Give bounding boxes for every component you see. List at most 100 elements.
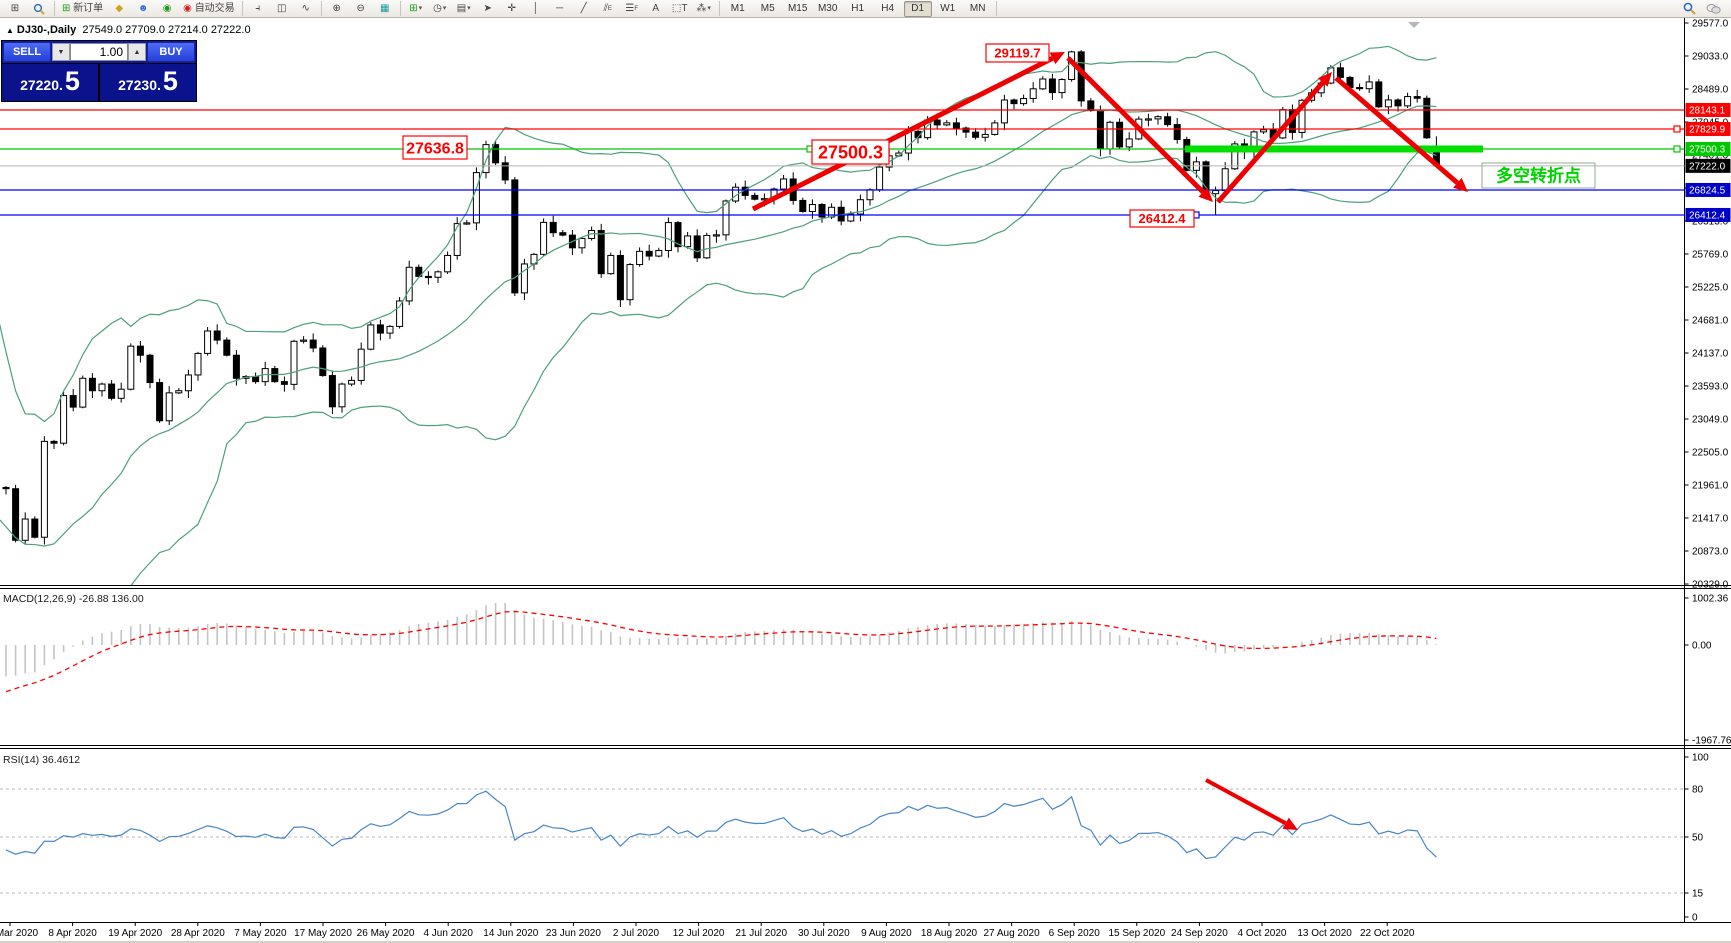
svg-text:4 Jun 2020: 4 Jun 2020 <box>423 928 473 939</box>
horizontal-line-button[interactable]: ─ <box>549 1 571 17</box>
svg-text:50: 50 <box>1692 833 1704 844</box>
volume-input[interactable] <box>70 43 128 61</box>
zoom-out-button[interactable]: ⊖ <box>350 1 372 17</box>
svg-text:15: 15 <box>1692 889 1704 900</box>
new-chart-button[interactable]: ⊞ <box>10 2 20 14</box>
text-button[interactable]: A <box>645 1 667 17</box>
search-profiles-button[interactable] <box>28 1 50 17</box>
timeframe-m5-button[interactable]: M5 <box>760 2 775 14</box>
candle-chart-button[interactable]: ◫ <box>271 1 293 17</box>
history-center-button[interactable]: ◆ <box>108 1 130 17</box>
svg-text:27500.3: 27500.3 <box>1689 144 1726 155</box>
indicators-icon: ⊞ <box>409 2 418 14</box>
experts-button[interactable]: ☻ <box>132 1 154 17</box>
timeframe-h4-button[interactable]: H4 <box>881 2 895 14</box>
svg-text:29033.0: 29033.0 <box>1692 52 1729 63</box>
timeframe-d1-button[interactable]: D1 <box>903 0 932 17</box>
svg-text:25769.0: 25769.0 <box>1692 250 1729 261</box>
svg-text:-1967.76: -1967.76 <box>1692 736 1731 747</box>
timeframe-h1-button[interactable]: H1 <box>851 2 865 14</box>
template-icon: ▤ <box>456 2 467 14</box>
svg-text:26 May 2020: 26 May 2020 <box>357 928 415 939</box>
volume-decrease-button[interactable]: ▼ <box>52 43 70 61</box>
svg-text:22505.0: 22505.0 <box>1692 448 1729 459</box>
arrows-icon: ⁂ <box>696 2 707 14</box>
fibonacci-button[interactable]: ☰ F <box>625 2 638 14</box>
find-symbol-button[interactable] <box>1678 1 1700 17</box>
toolbar-group-timeframes: M1 M5 M15 M30 H1 H4 D1 W1 MN <box>720 0 997 17</box>
clock-icon: ◷ <box>433 2 442 14</box>
zoom-in-icon: ⊕ <box>332 2 341 14</box>
new-order-button[interactable]: ⊞ 新订单 <box>62 2 104 14</box>
svg-text:4 Oct 2020: 4 Oct 2020 <box>1238 928 1287 939</box>
symbol-triangle-icon: ▲ <box>6 26 14 35</box>
svg-text:28 Apr 2020: 28 Apr 2020 <box>171 928 225 939</box>
cursor-button[interactable]: ➤ <box>477 1 499 17</box>
timeframe-mn-button[interactable]: MN <box>969 2 986 14</box>
svg-text:17 May 2020: 17 May 2020 <box>294 928 352 939</box>
trendline-button[interactable]: ╱ <box>573 1 595 17</box>
svg-text:30 Jul 2020: 30 Jul 2020 <box>798 928 850 939</box>
tile-windows-button[interactable]: ▦ <box>374 1 396 17</box>
chat-button[interactable] <box>1702 1 1724 17</box>
templates-button[interactable]: ▤ ▾ <box>456 2 471 14</box>
volume-increase-button[interactable]: ▲ <box>128 43 146 61</box>
scroll-end-marker <box>1408 22 1420 28</box>
svg-text:22 Oct 2020: 22 Oct 2020 <box>1360 928 1415 939</box>
person-icon: ☻ <box>137 2 149 14</box>
svg-text:1002.36: 1002.36 <box>1692 594 1729 605</box>
autotrade-icon: ◉ <box>183 2 192 14</box>
horizontal-lines: 28143.1 27829.9 27500.3 26824.5 26412.4 <box>0 102 1731 222</box>
toolbar-group-chart-type: ⫞ ◫ ∿ <box>243 1 322 16</box>
svg-text:21961.0: 21961.0 <box>1692 481 1729 492</box>
crosshair-button[interactable]: ✛ <box>501 1 523 17</box>
timeframe-m15-button[interactable]: M15 <box>787 2 808 14</box>
autotrading-button[interactable]: ◉ 自动交易 <box>183 2 235 14</box>
toolbar-group-zoom: ⊕ ⊖ ▦ <box>322 1 401 16</box>
cursor-icon: ➤ <box>483 2 492 14</box>
svg-text:24681.0: 24681.0 <box>1692 316 1729 327</box>
one-click-trading-panel: SELL ▼ ▲ BUY 27220.5 27230.5 <box>1 40 197 102</box>
svg-text:26412.4: 26412.4 <box>1689 210 1726 221</box>
bar-chart-button[interactable]: ⫞ <box>247 1 269 17</box>
svg-text:0.00: 0.00 <box>1692 641 1712 652</box>
text-label-button[interactable]: ⬚T <box>669 1 691 17</box>
arrows-button[interactable]: ⁂ ▾ <box>696 2 711 14</box>
svg-text:28143.1: 28143.1 <box>1689 105 1726 116</box>
bar-chart-icon: ⫞ <box>255 2 261 14</box>
line-chart-button[interactable]: ∿ <box>295 1 317 17</box>
ask-price: 27230. 5 <box>100 64 196 101</box>
buy-button[interactable]: BUY <box>147 42 195 62</box>
timeframe-m1-button[interactable]: M1 <box>730 2 745 14</box>
search-icon <box>1683 2 1696 15</box>
macd-indicator <box>5 602 1438 693</box>
svg-text:23593.0: 23593.0 <box>1692 382 1729 393</box>
svg-text:21417.0: 21417.0 <box>1692 514 1729 525</box>
svg-text:30 Mar 2020: 30 Mar 2020 <box>0 928 39 939</box>
zoom-out-icon: ⊖ <box>356 2 365 14</box>
timeframe-w1-button[interactable]: W1 <box>940 2 956 14</box>
timeframe-m30-button[interactable]: M30 <box>817 2 838 14</box>
zoom-in-button[interactable]: ⊕ <box>326 1 348 17</box>
period-button[interactable]: ◷ ▾ <box>433 2 447 14</box>
svg-text:27 Aug 2020: 27 Aug 2020 <box>984 928 1041 939</box>
svg-text:27401.0: 27401.0 <box>1692 151 1729 162</box>
rsi-label: RSI(14) 36.4612 <box>3 754 80 766</box>
svg-text:多空转折点: 多空转折点 <box>1496 166 1581 187</box>
rsi-indicator <box>5 790 1437 860</box>
vertical-line-button[interactable]: │ <box>525 1 547 17</box>
svg-text:27636.8: 27636.8 <box>406 140 464 157</box>
ask-main: 27230 <box>118 77 157 93</box>
sell-button[interactable]: SELL <box>3 42 51 62</box>
price-label-boxes: 29119.7 27636.8 27500.3 26412.4 <box>402 43 1195 228</box>
channel-button[interactable]: ⫽ E <box>603 2 612 14</box>
signals-button[interactable]: ◉ <box>156 1 178 17</box>
macd-label: MACD(12,26,9) -26.88 136.00 <box>3 593 144 605</box>
svg-text:6 Sep 2020: 6 Sep 2020 <box>1049 928 1101 939</box>
indicators-button[interactable]: ⊞ ▾ <box>409 2 423 14</box>
svg-text:21 Jul 2020: 21 Jul 2020 <box>735 928 787 939</box>
horizontal-line-icon: ─ <box>556 2 564 14</box>
candle-chart-icon: ◫ <box>276 2 287 14</box>
signal-icon: ◉ <box>162 2 172 14</box>
